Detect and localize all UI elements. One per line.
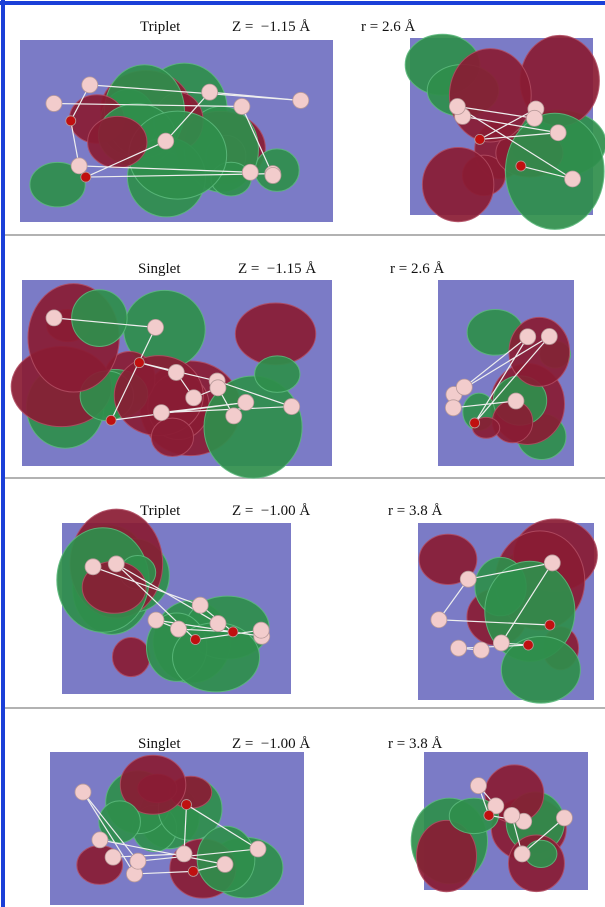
atom <box>234 98 250 114</box>
lobe-negative <box>422 147 493 221</box>
atom <box>148 612 164 628</box>
oxygen-atom <box>188 866 198 876</box>
atom <box>238 394 254 410</box>
orbital-image <box>438 280 574 466</box>
atom <box>170 621 186 637</box>
oxygen-atom <box>484 810 494 820</box>
atom <box>451 640 467 656</box>
atom <box>431 612 447 628</box>
lobe-positive <box>72 290 127 347</box>
atom <box>153 405 169 421</box>
atom <box>186 390 202 406</box>
atom <box>108 556 124 572</box>
oxygen-atom <box>545 620 555 630</box>
atom <box>565 171 581 187</box>
page: Orbital figure html, body { margin: 0; p… <box>0 0 605 907</box>
oxygen-atom <box>228 627 238 637</box>
atom <box>456 379 472 395</box>
lobe-negative <box>449 49 531 142</box>
atom <box>148 319 164 335</box>
orbital-image <box>50 752 304 905</box>
atom <box>460 571 476 587</box>
z-label: Z = −1.00 Å <box>232 735 310 753</box>
lobe-negative <box>88 116 147 167</box>
atom <box>544 555 560 571</box>
r-label: r = 2.6 Å <box>390 260 444 278</box>
atom <box>253 622 269 638</box>
lobe-positive <box>501 636 580 703</box>
lobe-negative <box>112 637 149 676</box>
atom <box>250 841 266 857</box>
atom <box>449 99 465 115</box>
oxygen-atom <box>81 172 91 182</box>
atom <box>176 846 192 862</box>
atom <box>92 832 108 848</box>
z-label: Z = −1.15 Å <box>238 260 316 278</box>
atom <box>445 400 461 416</box>
atom <box>46 96 62 112</box>
atom <box>130 853 146 869</box>
z-label: Z = −1.15 Å <box>232 18 310 36</box>
atom <box>242 164 258 180</box>
orbital-image <box>20 40 333 222</box>
oxygen-atom <box>475 134 485 144</box>
oxygen-atom <box>523 640 533 650</box>
atom <box>293 92 309 108</box>
oxygen-atom <box>470 418 480 428</box>
atom <box>168 364 184 380</box>
state-label: Singlet <box>138 735 181 753</box>
z-label: Z = −1.00 Å <box>232 502 310 520</box>
atom <box>75 784 91 800</box>
atom <box>217 856 233 872</box>
r-label: r = 3.8 Å <box>388 735 442 753</box>
orbital-image <box>405 34 605 229</box>
atom <box>192 597 208 613</box>
state-label: Triplet <box>140 502 180 520</box>
atom <box>470 778 486 794</box>
atom <box>210 380 226 396</box>
atom <box>541 329 557 345</box>
atom <box>82 77 98 93</box>
atom <box>226 408 242 424</box>
state-label: Singlet <box>138 260 181 278</box>
atom <box>556 810 572 826</box>
lobe-negative <box>151 418 193 456</box>
oxygen-atom <box>190 635 200 645</box>
oxygen-atom <box>66 116 76 126</box>
lobe-positive <box>255 356 300 393</box>
figure: {"panels": [ {"state": "Triplet", "z": "… <box>0 0 605 907</box>
orbital-image <box>418 519 597 703</box>
atom <box>520 329 536 345</box>
atom <box>105 849 121 865</box>
oxygen-atom <box>516 161 526 171</box>
atom <box>210 616 226 632</box>
oxygen-atom <box>106 415 116 425</box>
orbital-image <box>411 752 588 892</box>
atom <box>85 559 101 575</box>
atom <box>514 846 530 862</box>
state-label: Triplet <box>140 18 180 36</box>
r-label: r = 3.8 Å <box>388 502 442 520</box>
atom <box>284 399 300 415</box>
atom <box>71 158 87 174</box>
orbital-image <box>11 280 332 478</box>
oxygen-atom <box>134 358 144 368</box>
atom <box>550 125 566 141</box>
orbital-image <box>57 509 291 694</box>
atom <box>158 133 174 149</box>
atom <box>473 642 489 658</box>
atom <box>526 110 542 126</box>
atom <box>504 807 520 823</box>
oxygen-atom <box>181 800 191 810</box>
atom <box>265 168 281 184</box>
atom <box>508 393 524 409</box>
atom <box>493 635 509 651</box>
r-label: r = 2.6 Å <box>361 18 415 36</box>
figure-art <box>0 0 605 907</box>
atom <box>46 310 62 326</box>
atom <box>202 84 218 100</box>
